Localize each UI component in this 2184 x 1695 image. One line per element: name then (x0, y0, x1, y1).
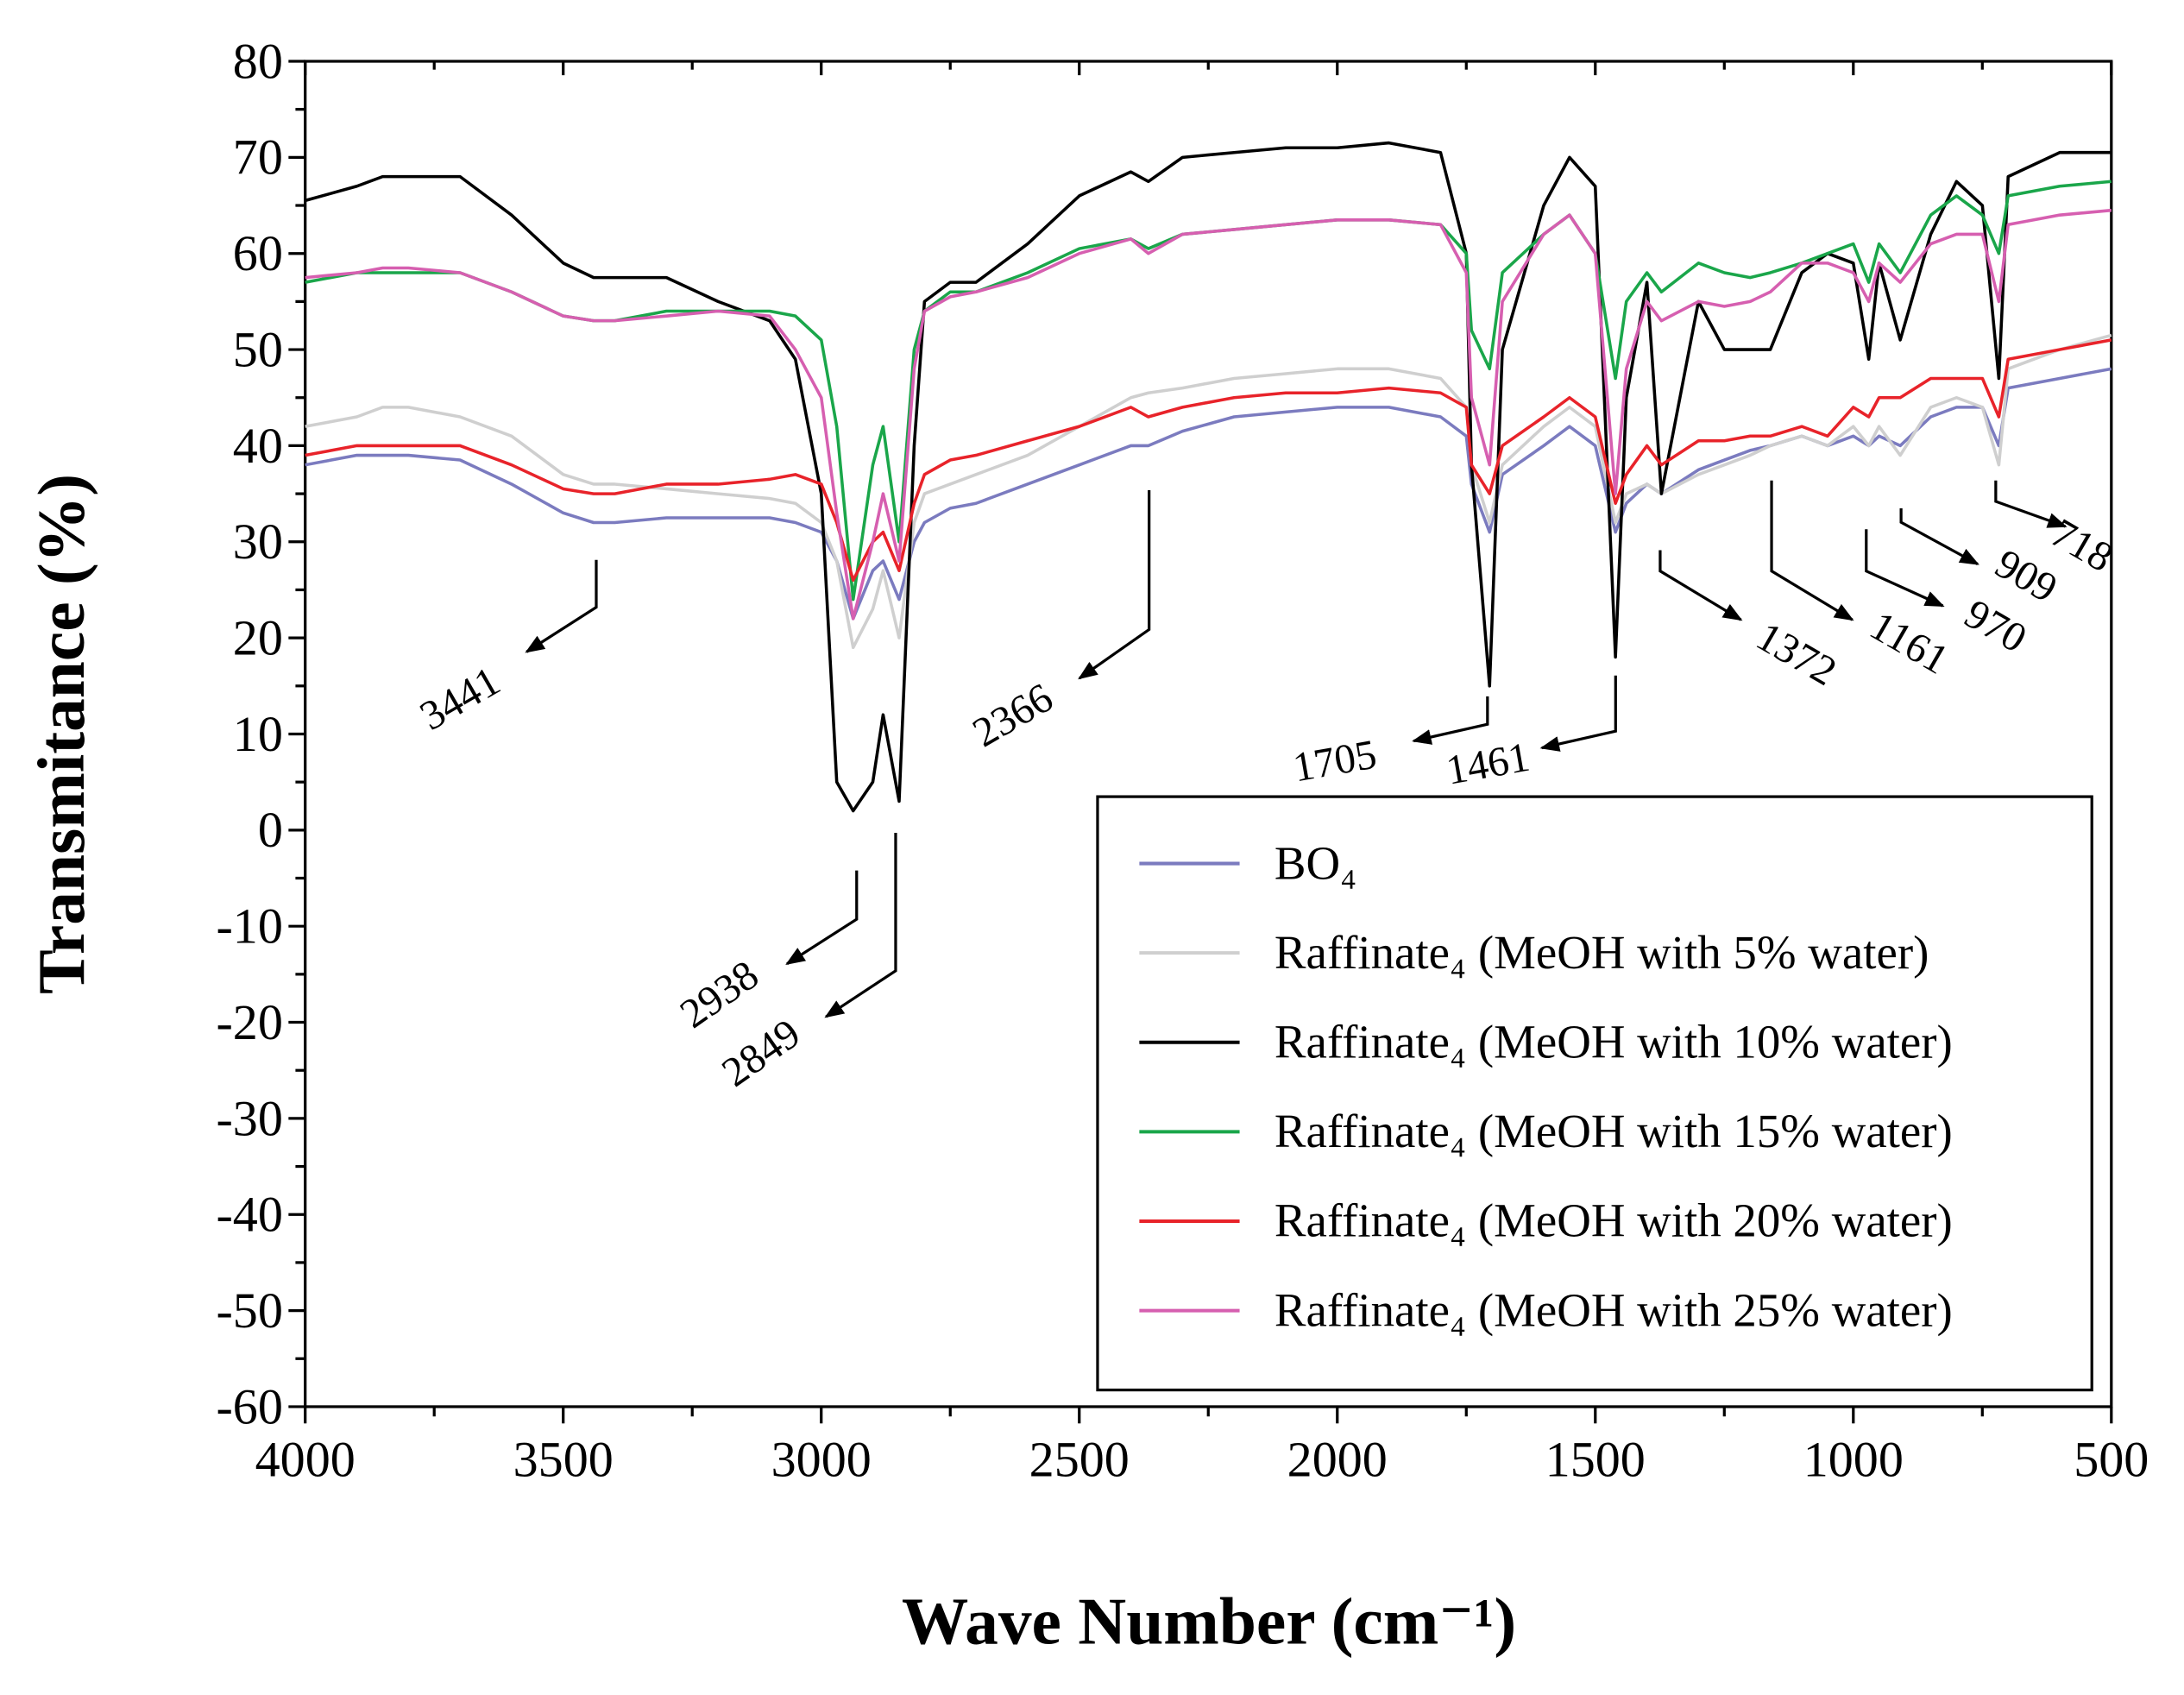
annotation-label: 1161 (1862, 602, 1956, 683)
x-tick-label: 2500 (1029, 1432, 1130, 1488)
series-line (305, 367, 2112, 621)
y-tick-label: 70 (233, 129, 283, 186)
annotation-label: 1461 (1443, 734, 1533, 794)
series-line (305, 333, 2112, 650)
y-tick-label: 10 (233, 706, 283, 762)
annotation-arrow (1539, 675, 1617, 752)
y-tick-label: -30 (216, 1090, 282, 1146)
annotation-label: 2938 (672, 952, 767, 1037)
annotation-arrow (525, 559, 598, 653)
y-tick-label: 30 (233, 514, 283, 570)
annotation-label: 2849 (714, 1011, 809, 1096)
x-tick-label: 3000 (771, 1432, 872, 1488)
annotation-arrow (824, 833, 897, 1018)
legend-label: Raffinate₄ (MeOH with 5% water) (1275, 926, 1929, 979)
annotation-arrow (1899, 508, 1979, 566)
annotation-arrow (1865, 529, 1945, 608)
legend-label: Raffinate₄ (MeOH with 10% water) (1275, 1016, 1953, 1068)
annotation-label: 1705 (1290, 732, 1381, 791)
legend-box (1096, 795, 2093, 1392)
annotation-label: 970 (1957, 591, 2034, 662)
x-tick-label: 1500 (1545, 1432, 1646, 1488)
x-tick-label: 4000 (255, 1432, 356, 1488)
legend-label: Raffinate₄ (MeOH with 25% water) (1275, 1283, 1953, 1336)
x-tick-label: 3500 (513, 1432, 614, 1488)
annotation-arrow (1658, 550, 1743, 621)
y-tick-label: 20 (233, 609, 283, 665)
annotation-arrow (1078, 490, 1151, 680)
x-tick-label: 2000 (1287, 1432, 1388, 1488)
y-tick-label: 50 (233, 321, 283, 377)
annotation-arrow (785, 870, 859, 966)
series-line (305, 338, 2112, 583)
plot-frame (304, 60, 2113, 1408)
series-line (305, 180, 2112, 602)
y-tick-label: 60 (233, 225, 283, 281)
series-line (305, 208, 2112, 621)
annotation-arrow (1994, 480, 2068, 528)
legend-label: Raffinate₄ (MeOH with 15% water) (1275, 1105, 1953, 1157)
annotation-arrow (1412, 696, 1489, 745)
x-axis-title: Wave Number (cm⁻¹) (902, 1584, 1516, 1658)
y-tick-label: 80 (233, 33, 283, 89)
y-tick-label: 40 (233, 418, 283, 474)
annotation-label: 3441 (412, 658, 507, 739)
series-line (305, 141, 2112, 813)
y-tick-label: -20 (216, 994, 282, 1050)
y-axis-title: Transmitance (%) (24, 474, 98, 994)
annotation-arrow (1770, 480, 1854, 621)
legend-label: BO₄ (1275, 836, 1356, 889)
annotation-label: 2366 (966, 675, 1061, 756)
y-tick-label: -40 (216, 1187, 282, 1243)
x-tick-label: 500 (2074, 1432, 2149, 1488)
y-tick-label: 0 (258, 802, 283, 858)
y-tick-label: -50 (216, 1282, 282, 1339)
x-tick-label: 1000 (1803, 1432, 1904, 1488)
annotation-label: 1372 (1749, 614, 1844, 695)
y-tick-label: -60 (216, 1378, 282, 1434)
y-tick-label: -10 (216, 898, 282, 955)
legend-label: Raffinate₄ (MeOH with 20% water) (1275, 1194, 1953, 1247)
